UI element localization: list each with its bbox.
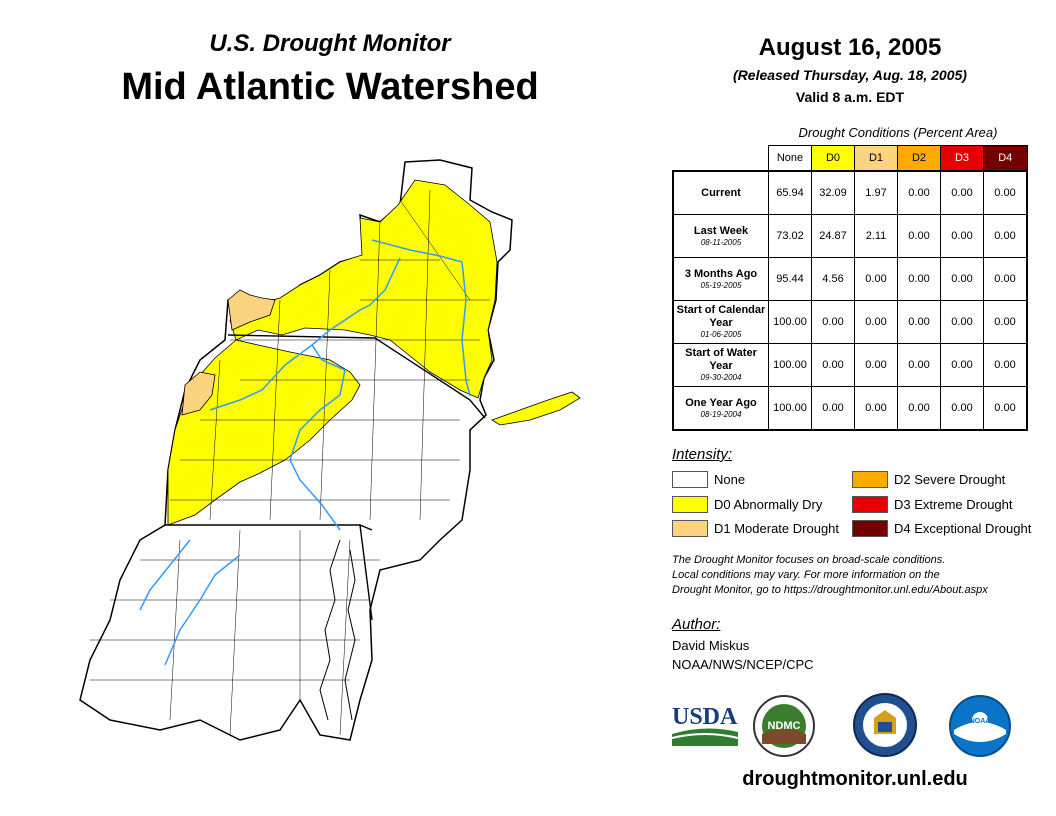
col-header-d2: D2 — [897, 145, 941, 172]
table-cell: 32.09 — [811, 170, 855, 215]
table-row: Start of Water Year 09-30-2004 100.00 0.00 0… — [672, 343, 1028, 387]
col-header-d3: D3 — [940, 145, 984, 172]
table-row: Last Week 08-11-2005 73.02 24.87 2.11 0.00 0.0… — [672, 214, 1028, 258]
table-cell: 0.00 — [854, 343, 898, 387]
state-boundaries — [165, 334, 486, 621]
col-header-d4: D4 — [983, 145, 1028, 172]
svg-text:NDMC: NDMC — [768, 720, 801, 732]
row-label: 3 Months Ago 05-19-2005 — [672, 257, 769, 301]
table-cell: 0.00 — [983, 300, 1028, 344]
table-row: Start of Calendar Year 01-06-2005 100.00 0.… — [672, 300, 1028, 344]
legend-item-d3: D3 Extreme Drought — [852, 496, 1013, 513]
col-header-d1: D1 — [854, 145, 898, 172]
table-cell: 100.00 — [768, 300, 812, 344]
legend-title: Intensity: — [672, 446, 733, 463]
chesapeake-bay — [319, 539, 356, 721]
table-cell: 73.02 — [768, 214, 812, 258]
legend-item-none: None — [672, 471, 745, 488]
svg-text:USDA: USDA — [672, 704, 738, 730]
table-row: Current 65.94 32.09 1.97 0.00 0.00 0.00 — [672, 170, 1028, 215]
author-name: David Miskus — [672, 638, 750, 653]
table-cell: 0.00 — [897, 170, 941, 215]
ndmc-logo: NDMC — [753, 695, 815, 757]
row-label: Start of Water Year 09-30-2004 — [672, 343, 769, 387]
swatch-d3 — [852, 496, 888, 513]
table-cell: 0.00 — [897, 214, 941, 258]
table-caption: Drought Conditions (Percent Area) — [798, 125, 998, 140]
table-cell: 24.87 — [811, 214, 855, 258]
table-cell: 0.00 — [940, 170, 984, 215]
table-cell: 0.00 — [940, 386, 984, 431]
swatch-d0 — [672, 496, 708, 513]
table-cell: 0.00 — [854, 300, 898, 344]
map-title: Mid Atlantic Watershed — [121, 66, 539, 108]
map-subtitle: U.S. Drought Monitor — [209, 30, 451, 57]
table-cell: 0.00 — [983, 343, 1028, 387]
table-cell: 0.00 — [897, 300, 941, 344]
legend-item-d0: D0 Abnormally Dry — [672, 496, 822, 513]
swatch-none — [672, 471, 708, 488]
table-cell: 0.00 — [897, 257, 941, 301]
noaa-logo: NOAA — [949, 695, 1011, 757]
map-date: August 16, 2005 — [758, 34, 942, 61]
table-cell: 0.00 — [811, 343, 855, 387]
col-header-d0: D0 — [811, 145, 855, 172]
table-cell: 4.56 — [811, 257, 855, 301]
d0-area-west — [167, 339, 361, 526]
table-cell: 0.00 — [897, 386, 941, 431]
table-row: One Year Ago 08-19-2004 100.00 0.00 0.00 0.00… — [672, 386, 1028, 431]
table-cell: 0.00 — [811, 386, 855, 431]
legend-item-d2: D2 Severe Drought — [852, 471, 1005, 488]
website-url[interactable]: droughtmonitor.unl.edu — [742, 768, 968, 790]
table-cell: 0.00 — [940, 343, 984, 387]
table-row: 3 Months Ago 05-19-2005 95.44 4.56 0.00 0.00 0… — [672, 257, 1028, 301]
swatch-d2 — [852, 471, 888, 488]
author-org: NOAA/NWS/NCEP/CPC — [672, 657, 814, 672]
table-cell: 65.94 — [768, 170, 812, 215]
d1-area-west — [181, 371, 216, 416]
table-cell: 100.00 — [768, 343, 812, 387]
col-header-none: None — [768, 145, 812, 172]
table-cell: 0.00 — [983, 214, 1028, 258]
table-cell: 0.00 — [983, 257, 1028, 301]
table-cell: 0.00 — [983, 386, 1028, 431]
table-cell: 0.00 — [940, 257, 984, 301]
d0-area-north — [229, 179, 498, 399]
legend-item-d4: D4 Exceptional Drought — [852, 520, 1031, 537]
table-cell: 2.11 — [854, 214, 898, 258]
county-boundaries — [90, 189, 490, 736]
table-cell: 0.00 — [897, 343, 941, 387]
drought-conditions-table: None D0 D1 D2 D3 D4 Current 65.94 32.09 1.9… — [672, 145, 1028, 431]
table-cell: 0.00 — [983, 170, 1028, 215]
commerce-seal-logo — [853, 693, 917, 757]
svg-text:NOAA: NOAA — [970, 718, 991, 725]
row-label: Last Week 08-11-2005 — [672, 214, 769, 258]
d0-area-longisland — [491, 391, 581, 426]
disclaimer-note: The Drought Monitor focuses on broad-sca… — [672, 554, 988, 596]
row-label: One Year Ago 08-19-2004 — [672, 386, 769, 431]
drought-map — [79, 159, 581, 741]
table-cell: 0.00 — [940, 300, 984, 344]
swatch-d4 — [852, 520, 888, 537]
table-cell: 0.00 — [811, 300, 855, 344]
release-date: (Released Thursday, Aug. 18, 2005) — [733, 67, 967, 83]
valid-time: Valid 8 a.m. EDT — [795, 89, 905, 105]
table-cell: 100.00 — [768, 386, 812, 431]
author-label: Author: — [672, 616, 721, 633]
usda-logo: USDA — [671, 704, 739, 746]
table-cell: 1.97 — [854, 170, 898, 215]
table-cell: 0.00 — [940, 214, 984, 258]
table-cell: 0.00 — [854, 257, 898, 301]
table-cell: 0.00 — [854, 386, 898, 431]
rivers — [139, 239, 471, 666]
row-label: Start of Calendar Year 01-06-2005 — [672, 300, 769, 344]
row-label: Current — [672, 170, 769, 215]
d1-area-north — [227, 289, 276, 331]
legend-item-d1: D1 Moderate Drought — [672, 520, 839, 537]
swatch-d1 — [672, 520, 708, 537]
table-cell: 95.44 — [768, 257, 812, 301]
table-header-row: None D0 D1 D2 D3 D4 — [673, 145, 1028, 172]
